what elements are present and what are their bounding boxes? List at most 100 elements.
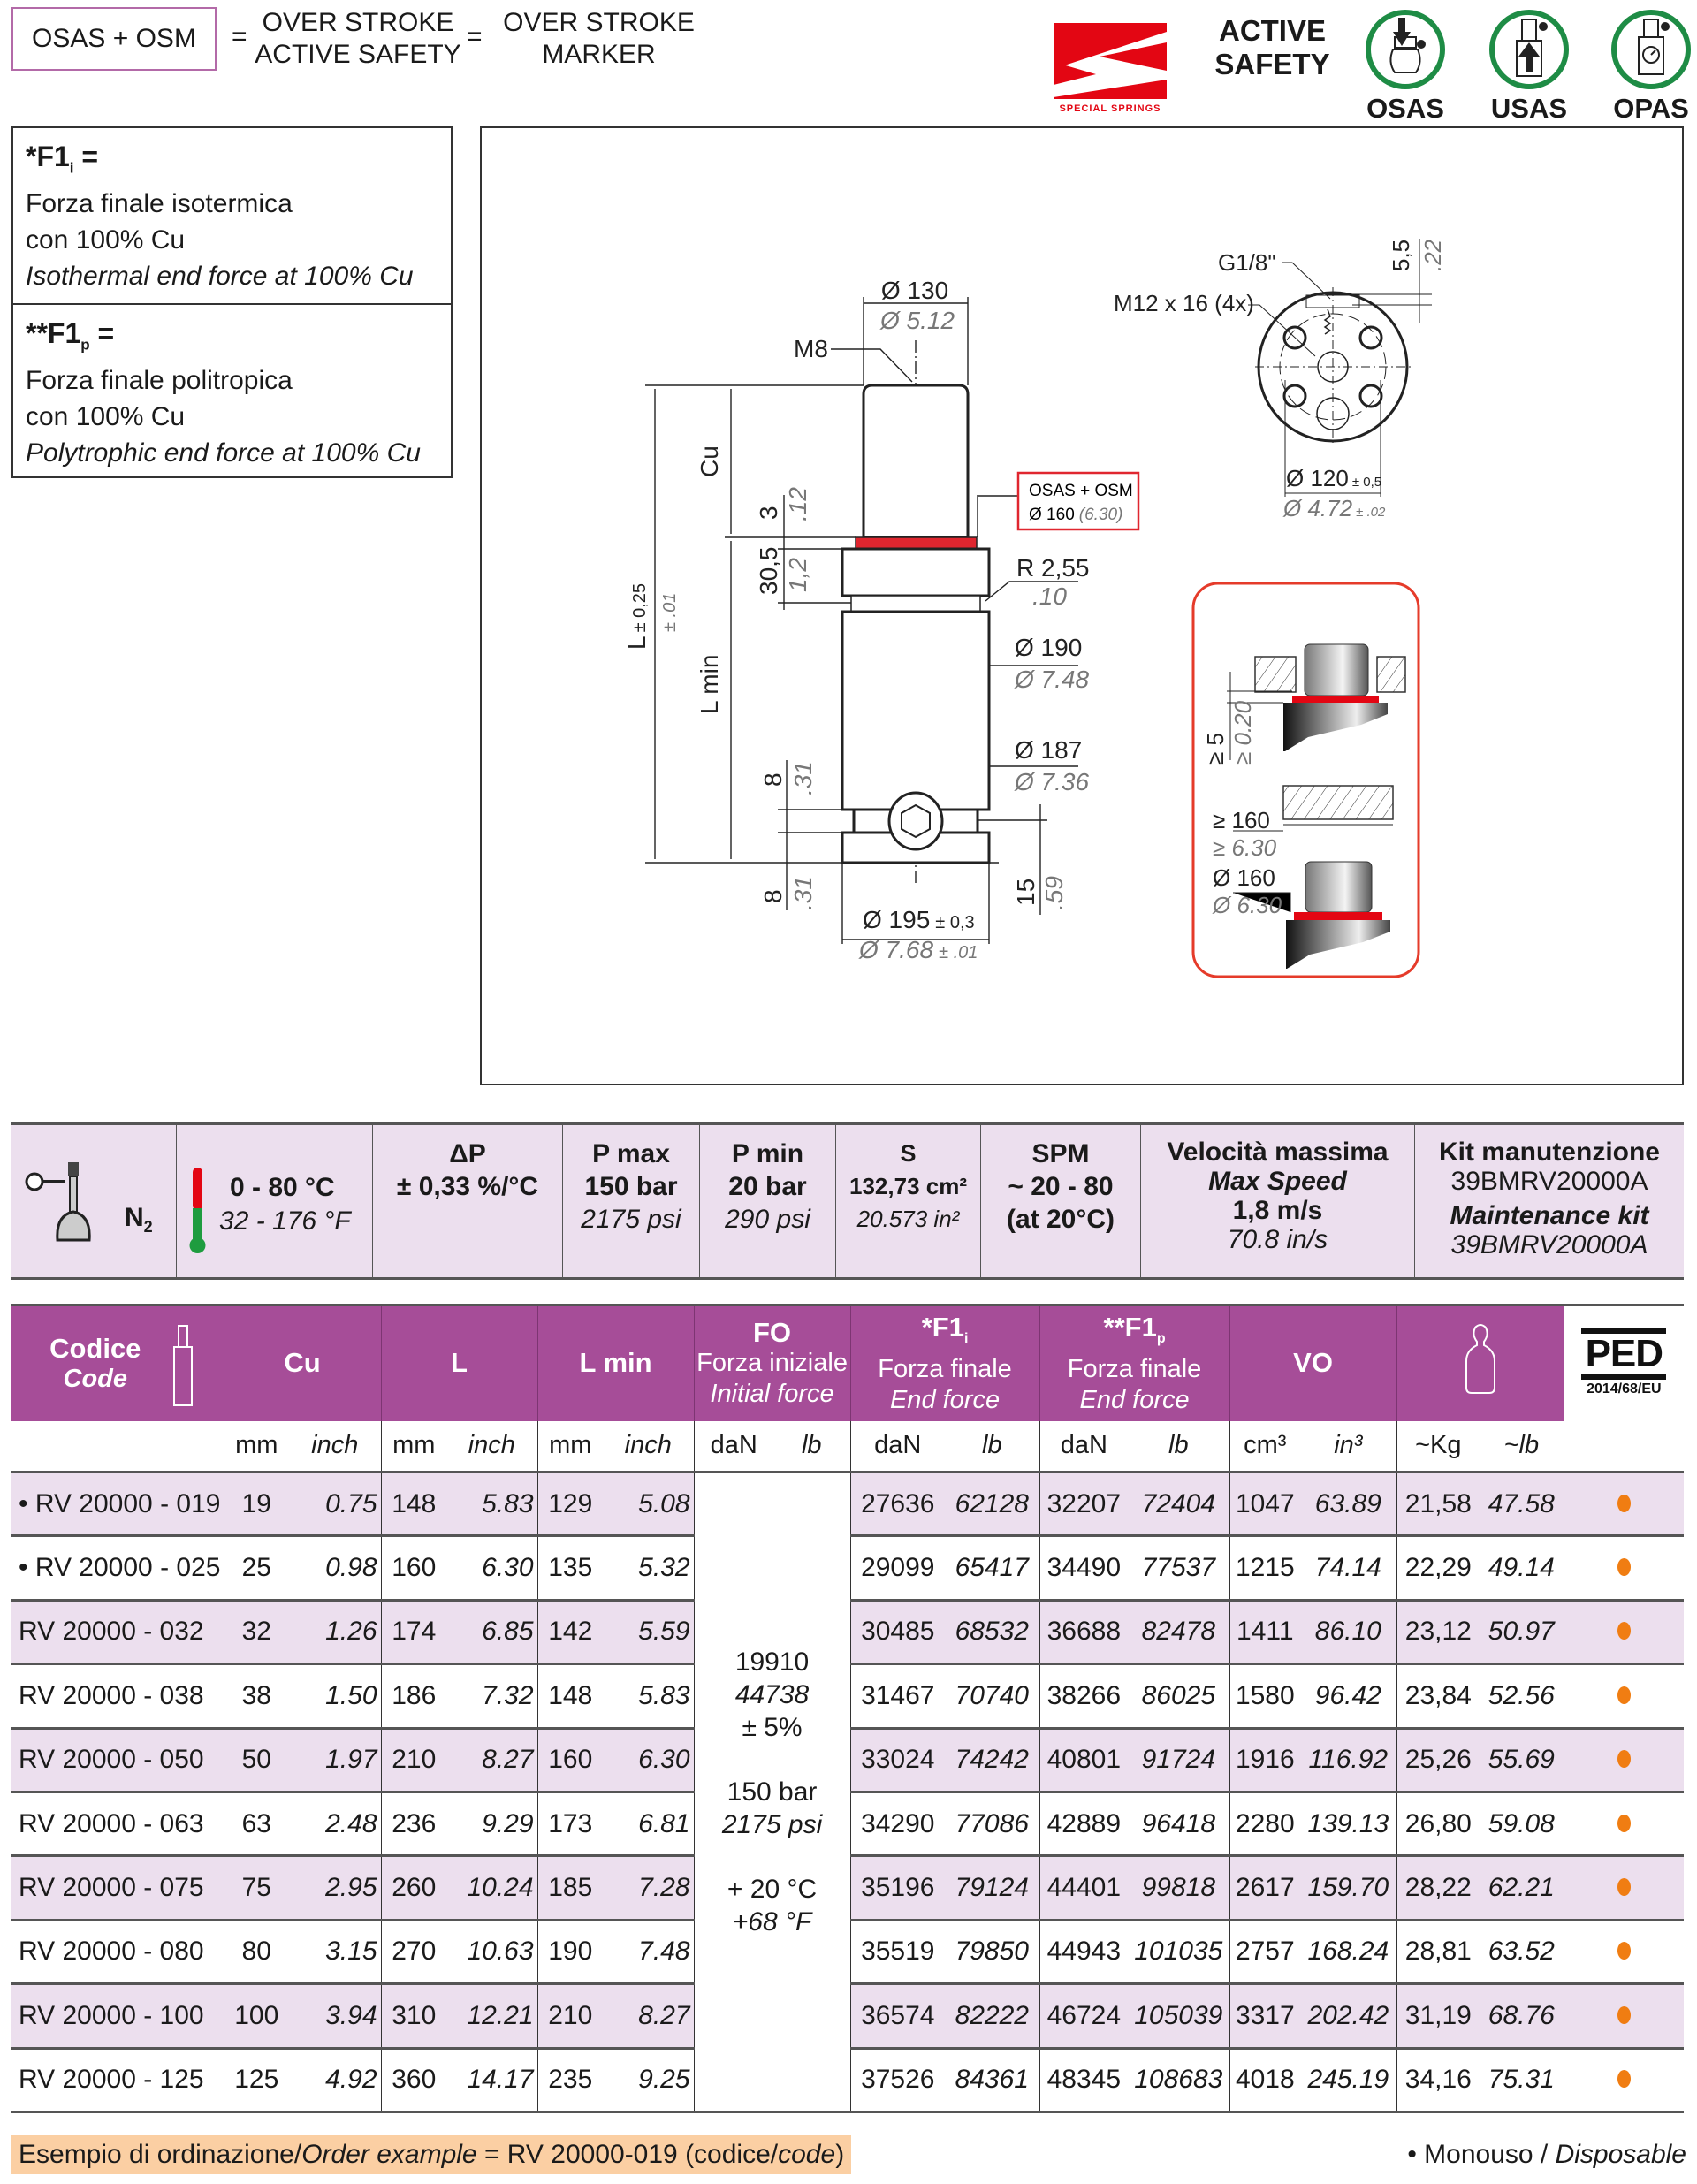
note-eq: =	[73, 141, 99, 172]
badge-opas: OPAS	[1607, 7, 1695, 125]
spec-value: 150 bar	[584, 1172, 678, 1201]
dim-5-5-in: .22	[1419, 239, 1446, 271]
header-label: FO	[753, 1317, 792, 1349]
cell-l-mm: 310	[380, 1983, 447, 2050]
osas-osm-text: OSAS + OSM	[32, 24, 196, 53]
table-row[interactable]: RV 20000 - 032 32 1.26 174 6.85 142 5.59 30485 6…	[11, 1600, 1685, 1666]
cell-ped	[1563, 1792, 1685, 1858]
cell-f1p: 36688	[1039, 1600, 1129, 1666]
cell-cu-mm: 63	[223, 1792, 289, 1858]
unit-label: daN	[693, 1420, 774, 1473]
dim-d195: Ø 195 ± 0,3	[863, 906, 975, 933]
cell-ped	[1563, 1600, 1685, 1666]
cell-l-mm: 260	[380, 1855, 447, 1921]
cell-lmin-inch: 5.59	[603, 1600, 695, 1666]
dim-d187: Ø 187	[1015, 736, 1082, 764]
note-symbol: **F1	[26, 317, 81, 349]
table-row[interactable]: RV 20000 - 063 63 2.48 236 9.29 173 6.81 34290 7…	[11, 1792, 1685, 1858]
legend-text: • Monouso /	[1407, 2140, 1556, 2169]
cell-w: 31,19	[1396, 1983, 1480, 2050]
dim-1-2: 1,2	[784, 558, 811, 592]
spec-strip: N2 0 - 80 °C 32 - 176 °F ΔP ± 0,33 %/°C …	[11, 1122, 1684, 1280]
cell-vo: 2757	[1229, 1920, 1301, 1986]
cell-vo-imperial: 139.13	[1300, 1792, 1397, 1858]
table-row[interactable]: RV 20000 - 038 38 1.50 186 7.32 148 5.83 31467 7…	[11, 1663, 1685, 1730]
thermometer-icon	[189, 1168, 206, 1253]
cell-l-inch: 6.30	[446, 1535, 538, 1602]
cell-code: RV 20000 - 080	[11, 1920, 224, 1986]
cell-f1i: 35196	[849, 1855, 946, 1921]
cell-vo-imperial: 63.89	[1300, 1472, 1397, 1538]
gas-valve-icon	[25, 1162, 91, 1242]
cell-lmin-inch: 6.81	[603, 1792, 695, 1858]
unit-label: daN	[1039, 1420, 1129, 1473]
note-f1p: **F1p = Forza finale politropica con 100…	[13, 303, 451, 478]
cell-w: 21,58	[1396, 1472, 1480, 1538]
technical-drawing: Ø 130 Ø 5.12 M8 Cu L min L± 0,25 ± .01 3…	[623, 239, 1446, 978]
cell-cu-mm: 75	[223, 1855, 289, 1921]
badge-label: OSAS	[1366, 93, 1444, 124]
cell-lmin-inch: 5.83	[603, 1663, 695, 1730]
cell-cu-mm: 80	[223, 1920, 289, 1986]
cell-l-inch: 9.29	[446, 1792, 538, 1858]
fo-line: 19910	[734, 1647, 810, 1677]
cell-vo-imperial: 74.14	[1300, 1535, 1397, 1602]
header-label: L min	[579, 1347, 652, 1379]
table-row[interactable]: • RV 20000 - 025 25 0.98 160 6.30 135 5.32 2909…	[11, 1535, 1685, 1602]
dim-g18: G1/8"	[1218, 249, 1276, 276]
col-lmin: L min	[537, 1304, 695, 1421]
kit-code[interactable]: 39BMRV20000A	[1450, 1230, 1648, 1259]
gas-spring-top-view	[1248, 239, 1432, 497]
unit-label: cm³	[1229, 1420, 1301, 1473]
cell-f1p-imperial: 101035	[1128, 1920, 1230, 1986]
unit-label: lb	[773, 1420, 851, 1473]
cell-w: 25,26	[1396, 1728, 1480, 1793]
gas-n2: N2	[125, 1203, 153, 1236]
cell-l-mm: 148	[380, 1472, 447, 1538]
unit-label: mm	[380, 1420, 447, 1473]
cell-code: RV 20000 - 050	[11, 1728, 224, 1793]
weight-icon	[1465, 1324, 1495, 1395]
line: MARKER	[542, 40, 656, 69]
table-row[interactable]: RV 20000 - 080 80 3.15 270 10.63 190 7.48 35519…	[11, 1920, 1685, 1986]
ped-dot-icon	[1617, 1558, 1631, 1577]
cell-l-mm: 160	[380, 1535, 447, 1602]
spec-title-en: Maintenance kit	[1450, 1201, 1649, 1230]
cell-f1p-imperial: 105039	[1128, 1983, 1230, 2050]
cell-f1p: 32207	[1039, 1472, 1129, 1538]
cell-w-imperial: 47.58	[1480, 1472, 1564, 1538]
cell-cu-inch: 0.98	[289, 1535, 382, 1602]
cell-cu-mm: 32	[223, 1600, 289, 1666]
table-row[interactable]: RV 20000 - 050 50 1.97 210 8.27 160 6.30 33024 7…	[11, 1728, 1685, 1793]
cell-code: RV 20000 - 125	[11, 2048, 224, 2113]
cell-cu-inch: 0.75	[289, 1472, 382, 1538]
order-text: Esempio di ordinazione/	[19, 2140, 302, 2169]
cell-f1p-imperial: 91724	[1128, 1728, 1230, 1793]
dim-ge160-in: ≥ 6.30	[1213, 834, 1277, 861]
cell-f1p: 48345	[1039, 2048, 1129, 2113]
note-text: Forza finale isotermica	[26, 189, 293, 219]
spec-pmax: P max 150 bar 2175 psi	[563, 1125, 700, 1277]
logo-text: SPECIAL SPRINGS	[1059, 103, 1161, 114]
cell-lmin-inch: 6.30	[603, 1728, 695, 1793]
cell-w: 28,22	[1396, 1855, 1480, 1921]
spec-pmin: P min 20 bar 290 psi	[700, 1125, 836, 1277]
dim-d130: Ø 130	[881, 277, 948, 304]
spec-title: Kit manutenzione	[1438, 1138, 1660, 1167]
cell-w-imperial: 75.31	[1480, 2048, 1564, 2113]
kit-code[interactable]: 39BMRV20000A	[1450, 1167, 1648, 1196]
cell-vo-imperial: 116.92	[1300, 1728, 1397, 1793]
table-row[interactable]: RV 20000 - 075 75 2.95 260 10.24 185 7.28 35196…	[11, 1855, 1685, 1921]
ped-text: PED	[1585, 1331, 1663, 1375]
table-row[interactable]: • RV 20000 - 019 19 0.75 148 5.83 129 5.08 1991…	[11, 1472, 1685, 2113]
dim-ge160: ≥ 160	[1213, 807, 1270, 833]
unit-label: inch	[446, 1420, 538, 1473]
spec-dp: ΔP ± 0,33 %/°C	[373, 1125, 563, 1277]
table-row[interactable]: RV 20000 - 125 125 4.92 360 14.17 235 9.25 3752…	[11, 2048, 1685, 2113]
table-row[interactable]: RV 20000 - 100 100 3.94 310 12.21 210 8.27 3657…	[11, 1983, 1685, 2050]
dim-d190-in: Ø 7.48	[1014, 666, 1089, 693]
cell-vo: 1411	[1229, 1600, 1301, 1666]
cell-f1i: 35519	[849, 1920, 946, 1986]
cell-f1p: 46724	[1039, 1983, 1129, 2050]
spec-alt: 2175 psi	[581, 1205, 681, 1234]
